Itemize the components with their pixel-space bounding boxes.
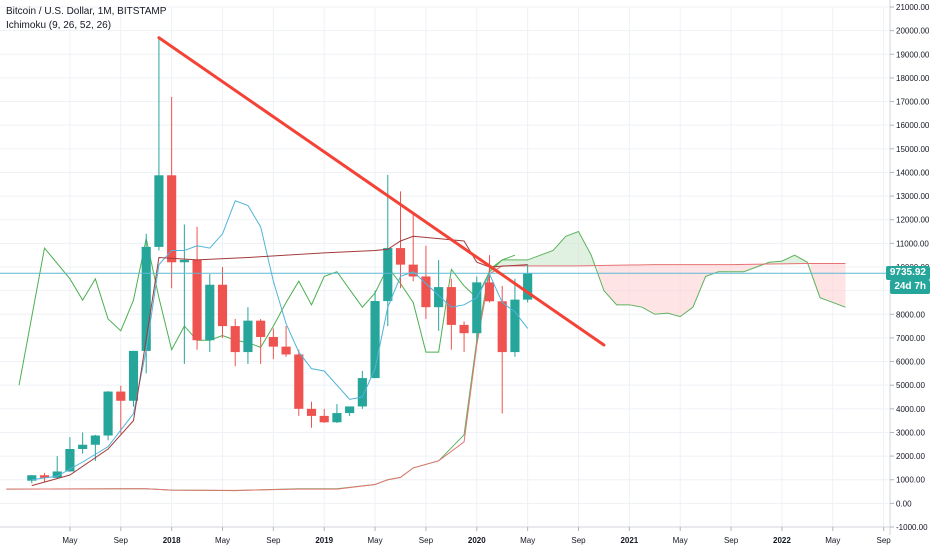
y-tick-label: 8000.00 bbox=[896, 310, 925, 319]
y-tick-label: 7000.00 bbox=[896, 334, 925, 343]
y-tick-label: 13000.00 bbox=[896, 192, 930, 201]
x-tick-label: 2018 bbox=[163, 536, 181, 545]
x-tick-label: 2019 bbox=[315, 536, 333, 545]
trend-line bbox=[157, 36, 606, 347]
candle-body bbox=[306, 408, 317, 416]
symbol-title[interactable]: Bitcoin / U.S. Dollar, 1M, BITSTAMP bbox=[6, 6, 167, 17]
x-tick-label: Sep bbox=[724, 536, 739, 545]
chart-legend: Bitcoin / U.S. Dollar, 1M, BITSTAMP Ichi… bbox=[6, 5, 166, 33]
candle-body bbox=[268, 336, 278, 347]
candle-body bbox=[383, 248, 393, 302]
x-tick-label: Sep bbox=[877, 536, 892, 545]
candle-body bbox=[357, 378, 367, 407]
x-tick-label: May bbox=[825, 536, 840, 545]
candle-body bbox=[421, 276, 431, 308]
x-tick-label: Sep bbox=[266, 536, 281, 545]
indicator-label[interactable]: Ichimoku (9, 26, 52, 26) bbox=[6, 20, 112, 31]
kijun-sen-line bbox=[31, 235, 528, 487]
candle-body bbox=[408, 264, 418, 277]
candle-body bbox=[217, 284, 228, 327]
x-tick-label: Sep bbox=[114, 536, 129, 545]
candle-body bbox=[52, 471, 62, 478]
y-tick-label: 18000.00 bbox=[896, 74, 930, 83]
tenkan-sen-line bbox=[31, 200, 529, 481]
x-tick-label: Sep bbox=[571, 536, 586, 545]
last-price-badge: 9735.92 bbox=[885, 266, 930, 280]
y-tick-label: 21000.00 bbox=[896, 3, 930, 12]
y-tick-label: 4000.00 bbox=[896, 405, 925, 414]
x-tick-label: May bbox=[673, 536, 688, 545]
candle-body bbox=[154, 175, 164, 247]
y-tick-label: 16000.00 bbox=[896, 121, 930, 130]
candle-body bbox=[370, 301, 380, 379]
candle-body bbox=[230, 326, 240, 353]
candle-body bbox=[332, 413, 342, 423]
candle-body bbox=[116, 391, 126, 401]
candle-body bbox=[281, 346, 291, 355]
y-tick-label: 3000.00 bbox=[896, 428, 925, 437]
y-tick-label: 11000.00 bbox=[896, 239, 929, 248]
y-tick-label: 20000.00 bbox=[896, 27, 930, 36]
y-tick-label: 19000.00 bbox=[896, 50, 930, 59]
candle-body bbox=[128, 350, 139, 401]
x-tick-label: 2020 bbox=[468, 536, 486, 545]
x-tick-label: May bbox=[215, 536, 230, 545]
cloud-bullish bbox=[766, 255, 808, 265]
y-tick-label: 14000.00 bbox=[896, 168, 930, 177]
y-tick-label: -1000.00 bbox=[896, 523, 928, 532]
candle-body bbox=[192, 259, 202, 341]
candle-body bbox=[472, 282, 482, 334]
candle-body bbox=[78, 444, 88, 449]
candle-body bbox=[141, 246, 151, 351]
candle-body bbox=[179, 259, 189, 263]
candle-body bbox=[510, 299, 520, 353]
candle-body bbox=[294, 354, 304, 409]
candle-body bbox=[205, 284, 215, 341]
y-tick-label: 15000.00 bbox=[896, 145, 930, 154]
y-tick-label: 17000.00 bbox=[896, 98, 930, 107]
y-tick-label: 2000.00 bbox=[896, 452, 925, 461]
x-tick-label: May bbox=[62, 536, 77, 545]
candle-body bbox=[434, 287, 444, 308]
candle-body bbox=[497, 301, 507, 353]
candle-body bbox=[395, 248, 406, 265]
candle-body bbox=[345, 406, 355, 414]
bar-countdown-badge: 24d 7h bbox=[890, 280, 930, 294]
candle-body bbox=[446, 287, 456, 325]
x-tick-label: Sep bbox=[419, 536, 434, 545]
candle-body bbox=[103, 391, 113, 436]
x-tick-label: May bbox=[520, 536, 535, 545]
x-tick-label: 2021 bbox=[620, 536, 638, 545]
candle-body bbox=[243, 320, 253, 353]
y-tick-label: 12000.00 bbox=[896, 216, 930, 225]
candle-body bbox=[39, 475, 50, 478]
cloud-bearish bbox=[597, 264, 763, 317]
candle-body bbox=[319, 415, 329, 423]
candle-body bbox=[459, 324, 469, 334]
candle-body bbox=[484, 282, 495, 302]
candles bbox=[27, 37, 533, 484]
candle-body bbox=[256, 320, 266, 337]
y-tick-label: 1000.00 bbox=[896, 476, 925, 485]
candle-body bbox=[27, 475, 37, 481]
y-tick-label: 0.00 bbox=[896, 499, 912, 508]
chikou-span-line bbox=[18, 238, 516, 386]
x-tick-label: May bbox=[368, 536, 383, 545]
y-tick-label: 5000.00 bbox=[896, 381, 925, 390]
cloud-bearish bbox=[810, 263, 846, 308]
candle-body bbox=[90, 435, 100, 445]
candle-body bbox=[523, 273, 533, 300]
x-tick-label: 2022 bbox=[773, 536, 791, 545]
senkou-span-b-line bbox=[6, 262, 846, 491]
y-tick-label: 6000.00 bbox=[896, 358, 925, 367]
x-axis-ticks: May Sep 2018 May Sep 2019 May Sep 2020 May Sep 2021… bbox=[62, 527, 891, 545]
candle-body bbox=[65, 449, 75, 472]
candle-body bbox=[167, 175, 177, 263]
